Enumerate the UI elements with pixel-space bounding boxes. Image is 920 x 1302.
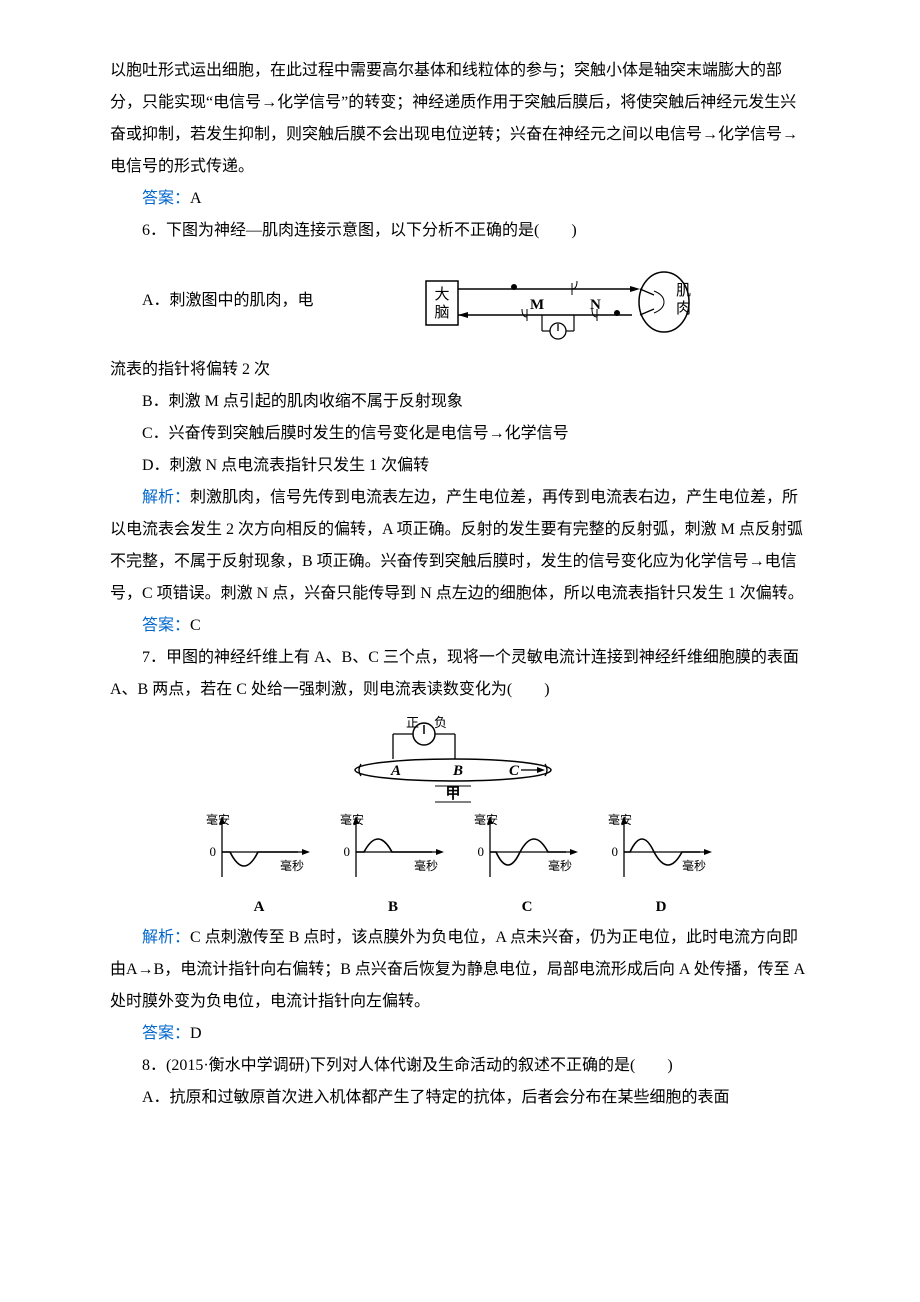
question-6-stem: 6．下图为神经—肌肉连接示意图，以下分析不正确的是( )	[110, 215, 810, 247]
question-7-stem: 7．甲图的神经纤维上有 A、B、C 三个点，现将一个灵敏电流计连接到神经纤维细胞…	[110, 642, 810, 706]
q7-chart-B: 0 毫安 毫秒 B	[338, 812, 448, 922]
svg-text:0: 0	[344, 844, 351, 859]
q6-option-A-part2: 流表的指针将偏转 2 次	[110, 354, 810, 386]
q6-option-B: B．刺激 M 点引起的肌肉收缩不属于反射现象	[110, 386, 810, 418]
chart-label-A: A	[254, 892, 265, 922]
q6-label-M: M	[530, 297, 544, 313]
chart-label-C: C	[522, 892, 533, 922]
expl-label: 解析：	[142, 929, 190, 946]
svg-text:毫安: 毫安	[474, 812, 498, 827]
svg-text:0: 0	[478, 844, 485, 859]
explanation-7: 解析：C 点刺激传至 B 点时，该点膜外为负电位，A 点未兴奋，仍为正电位，此时…	[110, 922, 810, 1018]
svg-text:脑: 脑	[434, 304, 449, 321]
q7-top-diagram: A B C 正 负 甲	[345, 714, 575, 804]
q6-option-C: C．兴奋传到突触后膜时发生的信号变化是电信号→化学信号	[110, 418, 810, 450]
q7-point-A: A	[390, 763, 401, 779]
svg-text:毫秒: 毫秒	[548, 858, 572, 873]
expl-text: C 点刺激传至 B 点时，该点膜外为负电位，A 点未兴奋，仍为正电位，此时电流方…	[110, 929, 804, 1010]
q7-point-B: B	[452, 763, 463, 779]
explanation-6: 解析：刺激肌肉，信号先传到电流表左边，产生电位差，再传到电流表右边，产生电位差，…	[110, 482, 810, 610]
answer-value: A	[190, 190, 202, 207]
q6-option-A-part1: A．刺激图中的肌肉，电	[110, 285, 314, 317]
q7-chart-C: 0 毫安 毫秒 C	[472, 812, 582, 922]
answer-line-5: 答案：A	[110, 183, 810, 215]
y-axis-label: 毫安	[206, 812, 230, 827]
chart-label-B: B	[388, 892, 398, 922]
q6-figure-row: A．刺激图中的肌肉，电 大 脑	[110, 253, 810, 348]
q7-chart-D: 0 毫安 毫秒 D	[606, 812, 716, 922]
q7-meter-neg: 负	[434, 715, 447, 730]
answer-label: 答案：	[142, 190, 190, 207]
svg-text:毫安: 毫安	[340, 812, 364, 827]
svg-text:0: 0	[210, 844, 217, 859]
svg-text:毫秒: 毫秒	[682, 858, 706, 873]
q7-top-diagram-wrap: A B C 正 负 甲	[110, 714, 810, 804]
answer-line-7: 答案：D	[110, 1018, 810, 1050]
svg-text:0: 0	[612, 844, 619, 859]
q8-option-A: A．抗原和过敏原首次进入机体都产生了特定的抗体，后者会分布在某些细胞的表面	[110, 1082, 810, 1114]
q7-point-C: C	[509, 763, 520, 779]
svg-text:肉: 肉	[676, 300, 691, 317]
q6-label-N: N	[590, 297, 601, 313]
expl-text: 刺激肌肉，信号先传到电流表左边，产生电位差，再传到电流表右边，产生电位差，所以电…	[110, 489, 804, 602]
chart-label-D: D	[656, 892, 667, 922]
q7-jia-label: 甲	[445, 785, 460, 802]
answer-value: C	[190, 617, 201, 634]
answer-line-6: 答案：C	[110, 610, 810, 642]
q7-meter-pos: 正	[406, 715, 419, 730]
page-container: 以胞吐形式运出细胞，在此过程中需要高尔基体和线粒体的参与；突触小体是轴突末端膨大…	[0, 0, 920, 1302]
x-axis-label: 毫秒	[280, 858, 304, 873]
expl-label: 解析：	[142, 489, 190, 506]
answer-value: D	[190, 1025, 202, 1042]
svg-text:毫秒: 毫秒	[414, 858, 438, 873]
q7-chart-A: 0 毫安 毫秒 A	[204, 812, 314, 922]
q6-option-D: D．刺激 N 点电流表指针只发生 1 次偏转	[110, 450, 810, 482]
svg-text:毫安: 毫安	[608, 812, 632, 827]
answer-label: 答案：	[142, 617, 190, 634]
q7-charts-row: 0 毫安 毫秒 A 0 毫安 毫秒 B	[110, 812, 810, 922]
q6-figure-wrap: 大 脑 M	[314, 253, 810, 348]
answer-label: 答案：	[142, 1025, 190, 1042]
q6-muscle-label: 肌	[676, 282, 691, 299]
svg-text:大: 大	[434, 286, 449, 303]
q6-diagram: 大 脑 M	[422, 253, 702, 348]
paragraph-continuation: 以胞吐形式运出细胞，在此过程中需要高尔基体和线粒体的参与；突触小体是轴突末端膨大…	[110, 55, 810, 183]
question-8-stem: 8．(2015·衡水中学调研)下列对人体代谢及生命活动的叙述不正确的是( )	[110, 1050, 810, 1082]
